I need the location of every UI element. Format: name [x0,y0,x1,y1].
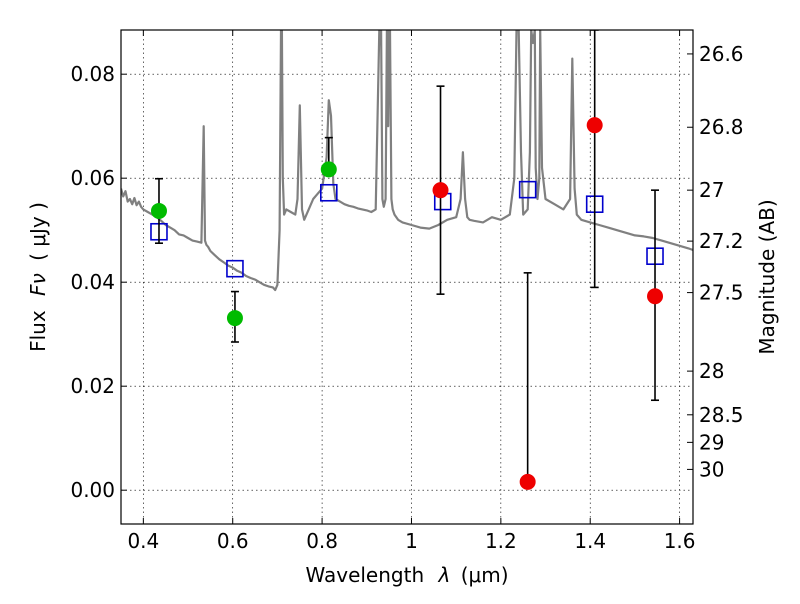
y-axis-label-symbol: Fν [26,273,50,296]
x-axis-label-unit: (μm) [461,563,509,587]
y2-axis-label: Magnitude (AB) [755,199,779,354]
y2-tick-label: 27 [699,178,724,202]
y-axis-label-text: Flux [26,310,50,352]
x-tick-label: 1.6 [664,529,696,553]
x-axis-label: Wavelength λ (μm) [305,563,508,587]
y-tick-label: 0.08 [70,62,115,86]
y2-tick-label: 30 [699,457,724,481]
y2-tick-label: 28.5 [699,403,744,427]
model-photometry-square [518,180,537,199]
x-axis-label-symbol: λ [438,563,451,587]
y-tick-label: 0.02 [70,374,115,398]
ticks: 0.4 0.6 0.8 1 1.2 1.4 1.6 0.00 0.02 0.04 0.06 0.08 2… [70,30,744,553]
model-photometry-square [319,183,338,202]
plot-frame [120,29,694,525]
y2-tick-label: 28 [699,359,724,383]
x-tick-label: 1.4 [574,529,606,553]
y-tick-label: 0.00 [70,478,115,502]
x-tick-label: 1 [405,529,418,553]
observed-nir-point [519,473,536,490]
observed-optical-point [320,161,337,178]
y2-tick-label: 27.2 [699,229,744,253]
plot-background [121,30,693,524]
x-tick-label: 0.4 [127,529,159,553]
observed-optical-point [150,202,167,219]
y-tick-label: 0.04 [70,270,115,294]
y-axis-label: Flux Fν ( μJy ) [26,202,50,352]
y-tick-label: 0.06 [70,166,115,190]
observed-nir-point [432,182,449,199]
x-tick-label: 1.2 [485,529,517,553]
model-photometry-square [226,259,244,278]
observed-optical-point [226,310,243,327]
y2-tick-label: 26.6 [699,42,744,66]
observed-nir-point [586,117,603,134]
observed-nir-point [647,288,664,305]
model-sed-line [121,30,693,292]
grid [121,30,693,524]
y2-tick-label: 29 [699,430,724,454]
y2-tick-label: 26.8 [699,115,744,139]
y-axis-label-unit: ( μJy ) [26,202,50,261]
series-layer [121,30,693,490]
x-tick-label: 0.6 [217,529,249,553]
y2-tick-label: 27.5 [699,281,744,305]
x-axis-label-text: Wavelength [305,563,424,587]
x-tick-label: 0.8 [306,529,338,553]
